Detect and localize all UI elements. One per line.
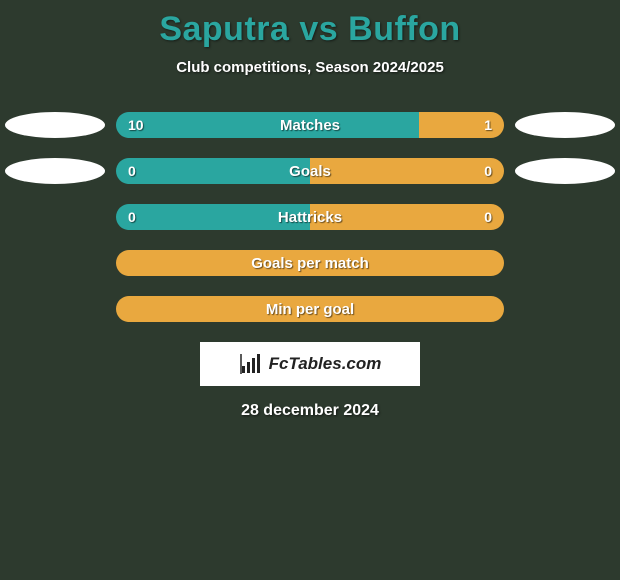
- stat-value-left: 0: [128, 158, 136, 184]
- stat-label: Matches: [116, 112, 504, 138]
- title-right: Buffon: [348, 10, 461, 48]
- right-oval-slot: [510, 295, 620, 323]
- stat-bar: Matches10 1: [116, 112, 504, 138]
- player-oval-left: [5, 112, 105, 138]
- subtitle: Club competitions, Season 2024/2025: [0, 59, 620, 76]
- title-vs: vs: [299, 10, 338, 48]
- compare-row: Hattricks0 0: [0, 204, 620, 230]
- bar-chart-icon: [239, 352, 263, 376]
- player-oval-left: [5, 158, 105, 184]
- source-badge-text: FcTables.com: [269, 354, 382, 374]
- stat-value-left: 0: [128, 204, 136, 230]
- compare-rows: Matches101Goals00Hattricks00Goals per ma…: [0, 112, 620, 322]
- source-badge[interactable]: FcTables.com: [200, 342, 420, 386]
- date-label: 28 december 2024: [0, 402, 620, 420]
- player-oval-right: [515, 158, 615, 184]
- stat-label: Hattricks: [116, 204, 504, 230]
- left-oval-slot: [0, 111, 110, 139]
- left-oval-slot: [0, 157, 110, 185]
- player-oval-right: [515, 112, 615, 138]
- stat-value-left: 10: [128, 112, 144, 138]
- compare-row: Min per goal: [0, 296, 620, 322]
- stat-bar: Min per goal: [116, 296, 504, 322]
- stat-label: Min per goal: [116, 296, 504, 322]
- stat-value-right: 1: [484, 112, 492, 138]
- compare-row: Goals per match: [0, 250, 620, 276]
- page-title: Saputra vs Buffon: [0, 0, 620, 49]
- stat-label: Goals: [116, 158, 504, 184]
- right-oval-slot: [510, 157, 620, 185]
- compare-row: Matches10 1: [0, 112, 620, 138]
- left-oval-slot: [0, 295, 110, 323]
- stat-label: Goals per match: [116, 250, 504, 276]
- left-oval-slot: [0, 249, 110, 277]
- right-oval-slot: [510, 111, 620, 139]
- title-left: Saputra: [159, 10, 289, 48]
- stat-bar: Goals per match: [116, 250, 504, 276]
- right-oval-slot: [510, 203, 620, 231]
- compare-row: Goals0 0: [0, 158, 620, 184]
- stat-bar: Goals0 0: [116, 158, 504, 184]
- right-oval-slot: [510, 249, 620, 277]
- left-oval-slot: [0, 203, 110, 231]
- stat-value-right: 0: [484, 204, 492, 230]
- stat-bar: Hattricks0 0: [116, 204, 504, 230]
- stat-value-right: 0: [484, 158, 492, 184]
